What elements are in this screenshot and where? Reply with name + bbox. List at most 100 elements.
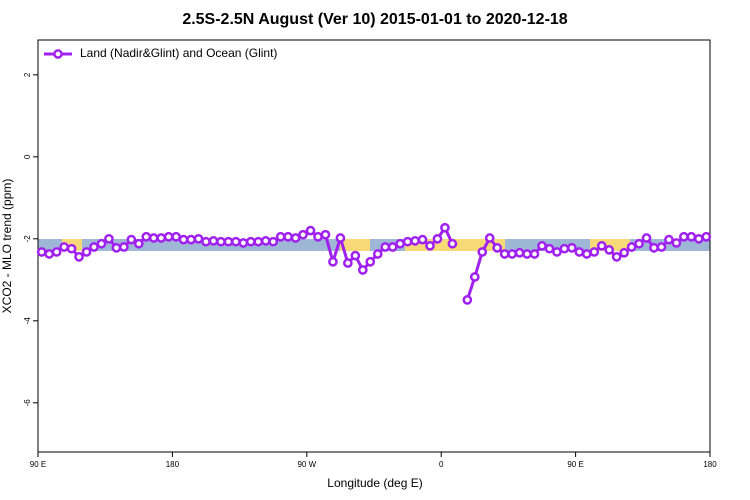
point — [544, 243, 555, 254]
x-tick-label: 180 — [703, 460, 717, 469]
point — [529, 249, 540, 259]
point — [275, 231, 286, 242]
point — [589, 247, 600, 257]
point — [163, 231, 174, 242]
point — [679, 231, 689, 242]
point — [335, 233, 346, 243]
point — [552, 247, 562, 257]
point — [447, 238, 458, 249]
y-tick-label: 0 — [23, 154, 32, 159]
point — [186, 234, 196, 245]
point — [671, 238, 682, 248]
point — [133, 238, 144, 249]
plot-frame — [37, 39, 711, 453]
point — [574, 247, 585, 257]
point — [357, 265, 368, 275]
x-tick-label: 90 E — [30, 460, 46, 469]
point — [581, 249, 592, 259]
point — [567, 242, 577, 253]
point — [387, 242, 398, 252]
point — [432, 233, 443, 244]
point — [514, 247, 525, 258]
chart-title: 2.5S-2.5N August (Ver 10) 2015-01-01 to … — [182, 11, 567, 28]
point — [484, 233, 495, 243]
y-tick-label: -2 — [23, 235, 32, 243]
point — [201, 236, 211, 247]
point — [701, 231, 712, 242]
point — [499, 249, 510, 259]
point — [171, 231, 181, 242]
point — [320, 229, 331, 240]
point — [634, 238, 644, 249]
point — [298, 229, 308, 240]
point — [649, 242, 659, 253]
point — [141, 231, 152, 242]
point — [507, 249, 517, 259]
point — [253, 236, 264, 247]
point — [148, 233, 159, 243]
point — [36, 247, 47, 257]
point — [664, 234, 674, 245]
point — [425, 240, 435, 251]
point — [380, 242, 391, 252]
point — [193, 233, 204, 244]
point — [604, 245, 615, 255]
point — [343, 258, 353, 268]
point — [156, 233, 167, 243]
point — [559, 243, 570, 254]
x-tick-label: 90 E — [567, 460, 583, 469]
legend-marker — [53, 49, 63, 59]
y-tick-label: -4 — [23, 317, 32, 325]
point — [417, 234, 428, 245]
point — [402, 236, 413, 247]
point — [305, 225, 316, 236]
x-axis-title: Longitude (deg E) — [327, 476, 422, 490]
point — [477, 247, 488, 257]
point — [365, 256, 376, 267]
point — [119, 242, 129, 252]
point — [522, 249, 532, 259]
point — [96, 238, 107, 249]
point — [395, 238, 405, 249]
y-axis-title: XCO2 - MLO trend (ppm) — [0, 179, 14, 314]
point — [328, 256, 338, 267]
point — [619, 247, 629, 258]
point — [641, 233, 652, 243]
point — [260, 236, 271, 246]
land-patch — [340, 239, 370, 251]
point — [611, 252, 622, 262]
point — [238, 238, 249, 248]
point — [231, 236, 241, 247]
point — [693, 233, 704, 244]
point — [440, 222, 450, 233]
point — [111, 242, 122, 253]
point — [51, 247, 62, 257]
point — [350, 250, 361, 261]
point — [208, 236, 219, 246]
point — [626, 242, 637, 252]
point — [492, 242, 503, 253]
point — [290, 233, 301, 243]
point — [178, 234, 189, 245]
point — [537, 240, 547, 251]
point — [104, 233, 114, 244]
point — [66, 243, 77, 254]
point — [245, 236, 256, 247]
point — [596, 240, 607, 251]
point — [44, 249, 55, 259]
point — [410, 236, 420, 246]
point — [216, 236, 226, 247]
point — [462, 295, 473, 305]
x-tick-label: 0 — [439, 460, 444, 469]
x-tick-label: 180 — [166, 460, 180, 469]
point — [74, 252, 84, 262]
point — [223, 236, 234, 247]
point — [283, 231, 293, 242]
point — [686, 231, 697, 242]
legend-label: Land (Nadir&Glint) and Ocean (Glint) — [80, 46, 277, 60]
point — [469, 272, 480, 282]
point — [59, 242, 69, 252]
point — [372, 249, 383, 259]
